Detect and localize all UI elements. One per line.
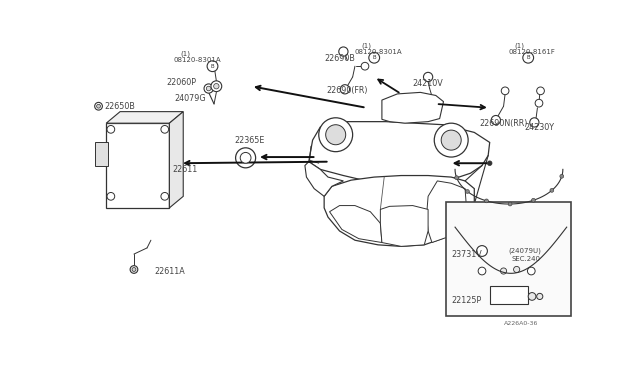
Text: 24230Y: 24230Y: [524, 122, 554, 132]
Text: 22365E: 22365E: [234, 137, 264, 145]
Text: 22125P: 22125P: [451, 296, 481, 305]
Text: 22611: 22611: [172, 165, 198, 174]
Circle shape: [435, 123, 468, 157]
Polygon shape: [330, 206, 382, 243]
Circle shape: [537, 294, 543, 299]
Circle shape: [326, 125, 346, 145]
Circle shape: [161, 192, 168, 200]
Circle shape: [484, 199, 488, 203]
Circle shape: [454, 176, 458, 180]
Text: (1): (1): [361, 43, 371, 49]
Circle shape: [478, 267, 486, 275]
Polygon shape: [308, 122, 490, 183]
Circle shape: [488, 161, 492, 166]
Text: (1): (1): [515, 43, 524, 49]
Circle shape: [211, 81, 221, 92]
Circle shape: [161, 125, 168, 133]
Text: SEC.240: SEC.240: [511, 256, 540, 263]
Text: 22690(FR): 22690(FR): [326, 86, 368, 95]
Circle shape: [240, 153, 251, 163]
Circle shape: [537, 87, 545, 95]
Circle shape: [107, 125, 115, 133]
Text: 08120-8301A: 08120-8301A: [174, 57, 221, 63]
Text: B: B: [372, 55, 376, 60]
Text: 22690N(RR): 22690N(RR): [479, 119, 527, 128]
Text: B: B: [211, 64, 214, 69]
Circle shape: [441, 130, 461, 150]
Text: 24210V: 24210V: [413, 78, 444, 88]
Circle shape: [535, 99, 543, 107]
Polygon shape: [382, 92, 444, 123]
Circle shape: [530, 118, 539, 127]
Text: (24079U): (24079U): [508, 248, 541, 254]
Circle shape: [95, 102, 102, 110]
Circle shape: [130, 266, 138, 273]
Circle shape: [107, 192, 115, 200]
Bar: [446, 202, 570, 316]
Circle shape: [214, 84, 219, 89]
Circle shape: [339, 47, 348, 56]
Circle shape: [97, 104, 100, 108]
Bar: [106, 123, 170, 208]
Circle shape: [477, 246, 488, 256]
Circle shape: [492, 115, 500, 125]
Text: 22611A: 22611A: [155, 267, 186, 276]
Circle shape: [369, 52, 380, 63]
Circle shape: [465, 190, 469, 193]
Text: 22690B: 22690B: [324, 54, 355, 63]
Circle shape: [340, 85, 349, 94]
Circle shape: [207, 61, 218, 71]
Circle shape: [531, 198, 535, 202]
Circle shape: [500, 268, 507, 274]
Bar: [95, 142, 108, 166]
Text: B: B: [526, 55, 530, 60]
Text: 23731V: 23731V: [451, 250, 482, 259]
Text: A226A0-36: A226A0-36: [504, 321, 538, 326]
Polygon shape: [106, 112, 183, 123]
Circle shape: [523, 52, 534, 63]
Polygon shape: [170, 112, 183, 208]
Bar: [490, 286, 528, 304]
Circle shape: [513, 266, 520, 273]
Circle shape: [501, 87, 509, 95]
Circle shape: [560, 174, 564, 178]
Circle shape: [132, 267, 136, 272]
Circle shape: [236, 148, 255, 168]
Circle shape: [361, 62, 369, 70]
Circle shape: [206, 86, 211, 91]
Circle shape: [424, 73, 433, 81]
Circle shape: [550, 189, 554, 192]
Polygon shape: [427, 181, 467, 243]
Circle shape: [204, 84, 213, 93]
Text: 22060P: 22060P: [166, 78, 196, 87]
Text: 08120-8161F: 08120-8161F: [509, 49, 556, 55]
Text: (1): (1): [180, 51, 190, 57]
Polygon shape: [380, 206, 428, 246]
Text: 08120-8301A: 08120-8301A: [355, 49, 403, 55]
Text: 24079G: 24079G: [174, 94, 205, 103]
Circle shape: [527, 267, 535, 275]
Circle shape: [319, 118, 353, 152]
Circle shape: [508, 202, 512, 206]
Text: 22650B: 22650B: [105, 102, 136, 111]
Polygon shape: [305, 162, 344, 196]
Circle shape: [528, 293, 536, 300]
Polygon shape: [324, 176, 474, 246]
